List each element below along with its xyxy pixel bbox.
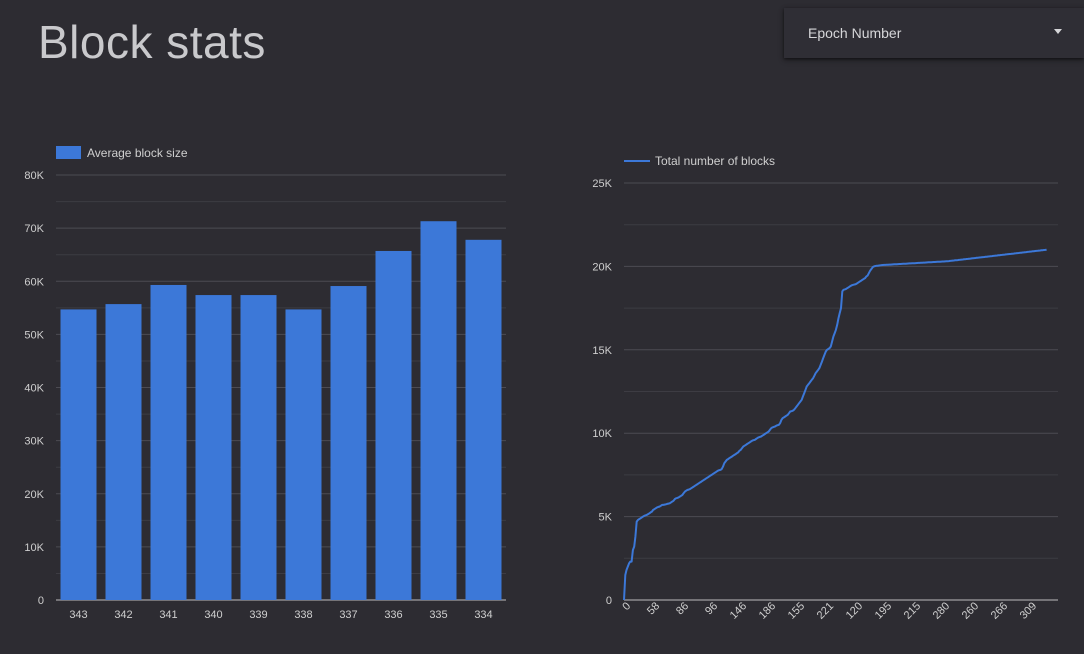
x-tick-label: 338 bbox=[294, 609, 312, 621]
page-title: Block stats bbox=[38, 16, 266, 68]
y-tick-label: 15K bbox=[592, 345, 612, 357]
bar-336 bbox=[375, 250, 412, 600]
bar-334 bbox=[465, 239, 502, 600]
line-chart: Total number of blocks 0 5K 10K 15K 20K 25K 0 58… bbox=[592, 154, 1058, 622]
x-tick-label: 221 bbox=[815, 600, 836, 621]
x-tick-label: 195 bbox=[873, 600, 894, 621]
x-tick-label: 215 bbox=[902, 600, 923, 621]
y-tick-label: 70K bbox=[24, 223, 44, 235]
y-tick-label: 20K bbox=[592, 261, 612, 273]
x-tick-label: 186 bbox=[757, 600, 778, 621]
x-tick-label: 0 bbox=[620, 600, 633, 613]
x-tick-label: 280 bbox=[931, 600, 952, 621]
x-tick-label: 58 bbox=[645, 600, 662, 617]
y-tick-label: 40K bbox=[24, 383, 44, 395]
x-tick-label: 86 bbox=[674, 600, 691, 617]
x-tick-label: 309 bbox=[1018, 600, 1039, 621]
x-tick-label: 96 bbox=[703, 600, 720, 617]
legend-label-total-number-of-blocks: Total number of blocks bbox=[655, 154, 775, 168]
bar-341 bbox=[150, 284, 187, 600]
bar-339 bbox=[240, 295, 277, 600]
y-tick-label: 20K bbox=[24, 489, 44, 501]
y-tick-label: 10K bbox=[592, 428, 612, 440]
x-tick-label: 340 bbox=[204, 609, 222, 621]
x-tick-label: 343 bbox=[69, 609, 87, 621]
y-tick-label: 30K bbox=[24, 436, 44, 448]
x-tick-label: 155 bbox=[786, 600, 807, 621]
epoch-number-dropdown[interactable]: Epoch Number bbox=[784, 8, 1084, 58]
epoch-number-label: Epoch Number bbox=[808, 25, 902, 41]
chevron-down-icon bbox=[1054, 29, 1062, 34]
bar-343 bbox=[60, 309, 97, 600]
x-tick-label: 336 bbox=[384, 609, 402, 621]
x-tick-label: 337 bbox=[339, 609, 357, 621]
series-line-total-number-of-blocks bbox=[623, 248, 1047, 601]
x-tick-label: 341 bbox=[159, 609, 177, 621]
bar-340 bbox=[195, 295, 232, 600]
y-tick-label: 80K bbox=[24, 170, 44, 182]
y-tick-label: 0 bbox=[38, 595, 44, 607]
y-tick-label: 10K bbox=[24, 542, 44, 554]
bar-342 bbox=[105, 304, 142, 600]
x-tick-label: 146 bbox=[728, 600, 749, 621]
legend-swatch-average-block-size bbox=[56, 146, 81, 159]
x-tick-label: 335 bbox=[429, 609, 447, 621]
x-tick-label: 339 bbox=[249, 609, 267, 621]
bar-338 bbox=[285, 309, 322, 600]
x-tick-label: 342 bbox=[114, 609, 132, 621]
bar-337 bbox=[330, 286, 367, 600]
legend-label-average-block-size: Average block size bbox=[87, 146, 188, 160]
x-tick-label: 260 bbox=[960, 600, 981, 621]
y-tick-label: 0 bbox=[606, 595, 612, 607]
bar-335 bbox=[420, 221, 457, 600]
x-tick-label: 334 bbox=[474, 609, 492, 621]
y-tick-label: 25K bbox=[592, 178, 612, 190]
x-tick-label: 120 bbox=[844, 600, 865, 621]
x-tick-label: 266 bbox=[989, 600, 1010, 621]
y-tick-label: 60K bbox=[24, 276, 44, 288]
bar-chart: Average block size 0 10K 20K 30K 40K 50K 60K 70K… bbox=[24, 146, 506, 621]
y-tick-label: 5K bbox=[599, 512, 613, 524]
y-tick-label: 50K bbox=[24, 329, 44, 341]
